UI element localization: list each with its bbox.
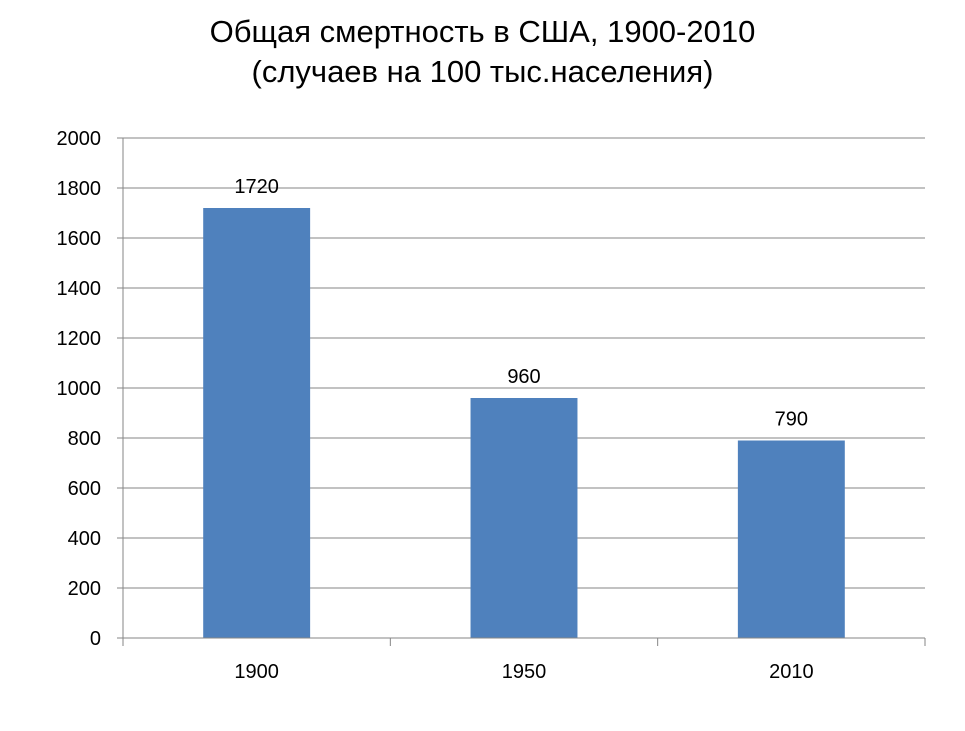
bar-1950 [470,398,578,638]
y-tick-label-1200: 1200 [57,328,102,350]
y-tick-label-1000: 1000 [57,378,102,400]
bar-1900 [203,208,311,638]
labels: 0 200 400 600 800 1000 1200 1400 1600 1800 2000 172… [57,128,814,683]
y-tick-label-1800: 1800 [57,178,102,200]
axes [117,137,926,646]
chart-title-line-2: (случаев на 100 тыс.населения) [251,54,714,89]
y-tick-label-200: 200 [68,578,101,600]
y-tick-label-600: 600 [68,478,101,500]
y-tick-label-1600: 1600 [57,228,102,250]
data-label-1950: 960 [507,366,540,388]
y-tick-label-2000: 2000 [57,128,102,150]
x-tick-label-2010: 2010 [769,661,814,683]
chart-title: Общая смертность в США, 1900-2010 (случа… [0,12,965,92]
y-tick-label-0: 0 [90,628,101,650]
x-tick-label-1900: 1900 [234,661,279,683]
data-label-1900: 1720 [234,176,279,198]
data-label-2010: 790 [775,409,808,431]
chart-title-line-1: Общая смертность в США, 1900-2010 [209,14,756,49]
y-tick-label-800: 800 [68,428,101,450]
y-tick-label-400: 400 [68,528,101,550]
bar-2010 [737,440,845,638]
bars [203,208,845,638]
x-tick-label-1950: 1950 [502,661,547,683]
y-tick-label-1400: 1400 [57,278,102,300]
